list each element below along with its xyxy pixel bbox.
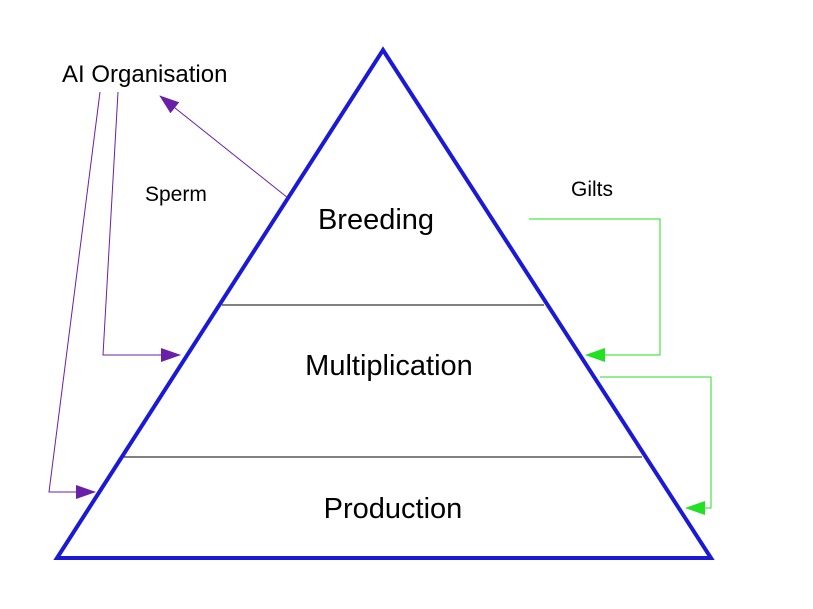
pyramid-outline xyxy=(53,46,715,560)
ai-to-multiplication-arrow xyxy=(102,91,181,362)
tier-production-label: Production xyxy=(324,493,463,525)
tier-breeding-label: Breeding xyxy=(318,204,434,236)
sperm-to-ai-arrow xyxy=(159,95,289,199)
sperm-label: Sperm xyxy=(145,183,207,206)
tier-multiplication-label: Multiplication xyxy=(305,350,473,382)
gilts-multiplication-to-production-arrow xyxy=(600,376,712,515)
ai-organisation-label: AI Organisation xyxy=(62,61,227,88)
ai-to-production-arrow xyxy=(48,91,101,499)
gilts-breeding-to-multiplication-arrow xyxy=(529,218,661,362)
gilts-label: Gilts xyxy=(571,178,613,201)
